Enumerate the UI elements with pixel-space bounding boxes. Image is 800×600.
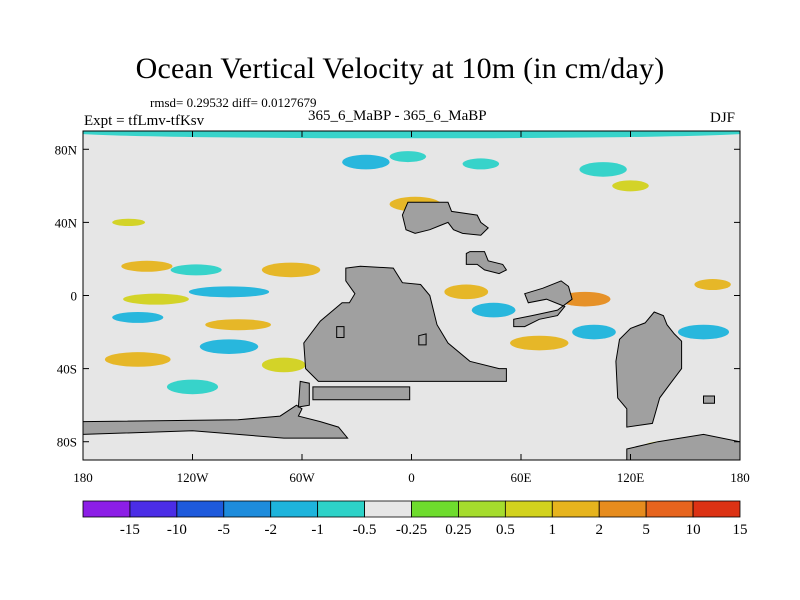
land-small-islands-a <box>336 326 345 338</box>
x-axis: 180 120W 60W 0 60E 120E 180 <box>73 131 750 485</box>
land-african-landmass <box>303 265 507 382</box>
colorbar-swatch <box>598 500 647 518</box>
anomaly-equatorial-warm-1 <box>121 260 173 272</box>
anomaly-equatorial-cool-1 <box>170 264 222 276</box>
anomaly-equatorial-warm-2 <box>261 262 321 278</box>
colorbar: -15 -10 -5 -2 -1 -0.5 -0.25 0.25 0.5 1 2 5 10 15 <box>82 500 748 538</box>
colorbar-swatch <box>411 500 459 518</box>
x-tick-label: 60W <box>289 470 315 485</box>
colorbar-label: 0.5 <box>496 522 515 538</box>
colorbar-label: -0.25 <box>396 522 427 538</box>
anomaly-equatorial-warm-3 <box>123 293 189 305</box>
x-tick-label: 120E <box>617 470 645 485</box>
y-tick-label: 80S <box>57 435 77 450</box>
y-axis: 80N 40N 0 40S 80S <box>55 142 740 450</box>
colorbar-label: -10 <box>167 522 187 538</box>
land-south-american-arm <box>297 380 310 408</box>
page-title: Ocean Vertical Velocity at 10m (in cm/da… <box>135 52 665 85</box>
anomaly-central-cool-1 <box>471 302 516 318</box>
colorbar-swatch <box>458 500 506 518</box>
anomaly-central-warm-1 <box>444 284 489 300</box>
x-tick-label: 180 <box>730 470 750 485</box>
anomaly-central-warm-2 <box>559 291 611 307</box>
anomaly-equatorial-cool-2 <box>188 286 270 298</box>
y-tick-label: 40N <box>55 215 78 230</box>
anomaly-equatorial-warm-4 <box>205 319 271 331</box>
land-north-atlantic-land <box>401 201 489 236</box>
land-eastern-continent <box>615 311 683 428</box>
anomaly-south-cool-2 <box>166 379 219 395</box>
x-tick-label: 180 <box>73 470 93 485</box>
x-tick-label: 60E <box>511 470 532 485</box>
anomaly-north-east-cool <box>579 162 627 177</box>
colorbar-label: -0.5 <box>353 522 377 538</box>
y-tick-label: 80N <box>55 142 78 157</box>
colorbar-label: 10 <box>686 522 701 538</box>
colorbar-swatch <box>82 500 131 518</box>
y-tick-label: 0 <box>71 289 78 304</box>
anomaly-north-pacific-cool-2 <box>389 151 427 163</box>
anomaly-south-cool-1 <box>199 339 259 354</box>
land-small-islands-c <box>703 395 715 404</box>
anomaly-west-warm-1 <box>112 218 146 227</box>
anomaly-central-warm-3 <box>510 335 569 351</box>
land-anatolian-land <box>465 251 508 275</box>
anomaly-east-cool-1 <box>677 324 730 340</box>
anomaly-south-warm-2 <box>261 357 306 373</box>
runs-label: 365_6_MaBP - 365_6_MaBP <box>308 108 487 124</box>
colorbar-label: 0.25 <box>445 522 471 538</box>
colorbar-swatch <box>270 500 319 518</box>
colorbar-swatch <box>692 500 741 518</box>
colorbar-label: -5 <box>218 522 231 538</box>
land-antarctic-western-shelf <box>83 404 349 439</box>
experiment-label: Expt = tfLmv-tfKsv <box>84 113 205 129</box>
land-antarctic-east <box>626 433 740 460</box>
stats-label: rmsd= 0.29532 diff= 0.0127679 <box>150 95 317 110</box>
colorbar-swatch <box>364 500 412 518</box>
colorbar-label: 2 <box>595 522 603 538</box>
land-small-islands-b <box>418 333 427 346</box>
land-layer <box>83 201 740 460</box>
land-eastern-peninsula <box>513 280 573 328</box>
colorbar-label: -15 <box>120 522 140 538</box>
land-south-atlantic-island <box>312 386 411 401</box>
anomaly-equatorial-cool-3 <box>112 311 164 323</box>
colorbar-swatch <box>504 500 553 518</box>
colorbar-swatch <box>551 500 600 518</box>
colorbar-swatch <box>645 500 694 518</box>
x-tick-label: 0 <box>408 470 415 485</box>
colorbar-label: -1 <box>311 522 324 538</box>
anomaly-north-pacific-cool-1 <box>342 154 390 170</box>
colorbar-label: 15 <box>733 522 748 538</box>
anomaly-south-warm-1 <box>104 352 171 367</box>
anomaly-central-cool-2 <box>572 324 616 340</box>
colorbar-swatch <box>223 500 272 518</box>
anomaly-east-warm-1 <box>694 279 731 291</box>
anomaly-north-warm-2 <box>612 180 649 192</box>
colorbar-swatch <box>129 500 178 518</box>
y-tick-label: 40S <box>57 362 77 377</box>
colorbar-label: -2 <box>264 522 277 538</box>
anomaly-north-central-cool <box>462 158 500 170</box>
season-label: DJF <box>710 110 736 126</box>
colorbar-label: 1 <box>549 522 557 538</box>
colorbar-swatch <box>317 500 365 518</box>
colorbar-label: 5 <box>642 522 650 538</box>
colorbar-swatch <box>176 500 225 518</box>
x-tick-label: 120W <box>177 470 210 485</box>
